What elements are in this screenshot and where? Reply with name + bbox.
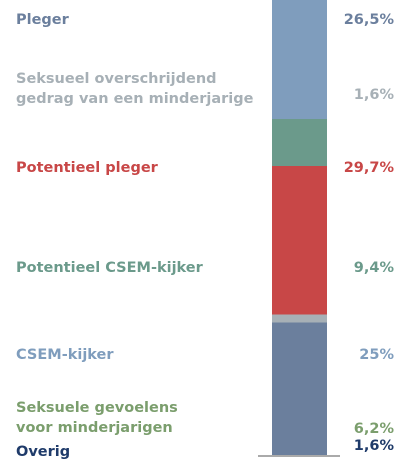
value-label: 1,6% <box>354 87 395 103</box>
category-label: Seksuele gevoelens voor minderjarigen <box>16 400 178 436</box>
bar-segment <box>272 0 327 119</box>
value-label: 25% <box>359 347 394 363</box>
category-label: Overig <box>16 444 70 460</box>
bar-segment <box>272 314 327 323</box>
category-label: CSEM-kijker <box>16 347 114 363</box>
category-label: Seksueel overschrijdend gedrag van een mi… <box>16 71 254 107</box>
bar-segment <box>272 119 327 166</box>
value-label: 9,4% <box>354 260 395 276</box>
value-label: 6,2% <box>354 421 395 437</box>
bar-segment <box>272 166 327 315</box>
value-label: 29,7% <box>344 160 395 176</box>
value-label: 1,6% <box>354 438 395 454</box>
bar-segment <box>272 322 327 455</box>
value-label: 26,5% <box>344 12 395 28</box>
category-label: Pleger <box>16 12 70 28</box>
category-label: Potentieel CSEM-kijker <box>16 260 204 276</box>
category-label: Potentieel pleger <box>16 160 159 176</box>
